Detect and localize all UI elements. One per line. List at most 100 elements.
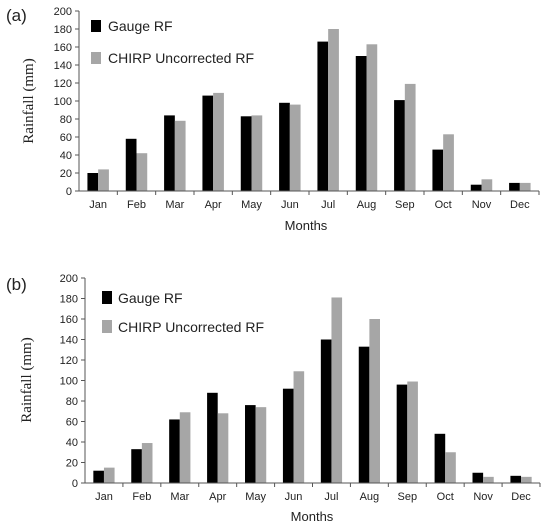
x-tick-label: Jan bbox=[95, 491, 113, 503]
bar-chirp-feb bbox=[141, 443, 153, 483]
legend-swatch-chirp bbox=[102, 320, 112, 333]
bar-chirp-nov bbox=[481, 179, 493, 191]
x-tick-label: Aug bbox=[357, 199, 377, 211]
y-tick-label: 60 bbox=[66, 417, 78, 429]
bar-chirp-apr bbox=[213, 92, 224, 191]
bar-chirp-dec bbox=[519, 182, 531, 191]
bar-gauge-dec bbox=[510, 475, 522, 483]
x-tick-label: Jun bbox=[285, 491, 303, 503]
bar-gauge-feb bbox=[125, 138, 137, 191]
y-tick-label: 20 bbox=[66, 458, 78, 470]
bars bbox=[93, 297, 532, 483]
bar-chirp-jun bbox=[289, 104, 301, 191]
bar-gauge-oct bbox=[432, 149, 444, 191]
bar-gauge-sep bbox=[394, 100, 405, 191]
x-tick-label: May bbox=[245, 491, 266, 503]
axis-lines bbox=[78, 11, 539, 192]
y-tick-label: 140 bbox=[54, 60, 72, 72]
legend-swatch-gauge bbox=[102, 291, 112, 304]
bar-chirp-jul bbox=[331, 297, 343, 483]
x-tick-label: Jul bbox=[321, 199, 335, 211]
bar-chirp-dec bbox=[521, 476, 532, 483]
y-axis-title: Rainfall (mm) bbox=[19, 337, 35, 422]
x-tick-label: Nov bbox=[473, 491, 493, 503]
x-tick-label: Sep bbox=[395, 199, 415, 211]
chart-panel-b: (b) Rainfall (mm) Months 0 20 40 60 80 100 120… bbox=[6, 273, 541, 524]
y-tick-label: 40 bbox=[66, 437, 78, 449]
bar-gauge-may bbox=[245, 405, 256, 483]
y-tick-label: 100 bbox=[54, 96, 72, 108]
legend-label-chirp: CHIRP Uncorrected RF bbox=[118, 319, 264, 335]
bar-chirp-may bbox=[255, 407, 267, 483]
x-tick-label: May bbox=[241, 199, 262, 211]
y-tick-label: 100 bbox=[60, 376, 78, 388]
y-tick-label: 160 bbox=[54, 42, 72, 54]
bar-chirp-feb bbox=[136, 153, 148, 191]
bar-chirp-jan bbox=[103, 467, 115, 483]
x-tick-label: Oct bbox=[437, 491, 454, 503]
bar-chirp-oct bbox=[443, 134, 454, 191]
x-tick-label: Mar bbox=[165, 199, 184, 211]
legend: Gauge RF CHIRP Uncorrected RF bbox=[102, 290, 264, 335]
panel-label: (a) bbox=[6, 6, 27, 25]
bar-chirp-oct bbox=[445, 452, 456, 483]
bar-gauge-feb bbox=[131, 449, 142, 483]
x-axis-title: Months bbox=[291, 509, 334, 524]
y-tick-label: 0 bbox=[66, 186, 72, 198]
x-tick-label: Sep bbox=[398, 491, 418, 503]
bar-gauge-apr bbox=[202, 95, 214, 191]
y-tick-label: 140 bbox=[60, 335, 78, 347]
y-tick-label: 200 bbox=[54, 6, 72, 18]
x-tick-label: Apr bbox=[205, 199, 222, 211]
bar-gauge-jan bbox=[87, 173, 99, 191]
x-tick-label: Dec bbox=[510, 199, 530, 211]
x-tick-label: Aug bbox=[360, 491, 380, 503]
chart-panel-a: (a) Rainfall (mm) Months 0 20 40 60 80 100 120… bbox=[6, 6, 540, 233]
bar-gauge-may bbox=[240, 116, 252, 191]
x-tick-label: Mar bbox=[170, 491, 189, 503]
x-tick-label: Dec bbox=[511, 491, 531, 503]
x-tick-label: Apr bbox=[209, 491, 226, 503]
x-axis-ticks: Jan Feb Mar Apr May Jun Jul Aug Sep Oct Nov Dec bbox=[95, 483, 541, 503]
bar-gauge-nov bbox=[470, 184, 482, 191]
y-tick-label: 200 bbox=[60, 273, 78, 285]
y-tick-label: 180 bbox=[54, 24, 72, 36]
bar-gauge-aug bbox=[355, 56, 367, 191]
x-tick-label: Feb bbox=[132, 491, 151, 503]
x-tick-label: Jan bbox=[89, 199, 107, 211]
y-tick-label: 60 bbox=[60, 132, 72, 144]
y-tick-label: 80 bbox=[60, 114, 72, 126]
y-tick-label: 120 bbox=[60, 355, 78, 367]
bar-chirp-may bbox=[251, 115, 263, 191]
y-tick-label: 20 bbox=[60, 168, 72, 180]
bar-chirp-mar bbox=[174, 120, 186, 191]
x-tick-label: Jun bbox=[281, 199, 299, 211]
bar-gauge-jul bbox=[317, 41, 329, 191]
panel-label: (b) bbox=[6, 275, 27, 294]
y-tick-label: 40 bbox=[60, 150, 72, 162]
bar-chirp-nov bbox=[483, 476, 494, 483]
bar-chirp-jun bbox=[293, 371, 305, 483]
y-tick-label: 180 bbox=[60, 294, 78, 306]
legend-swatch-chirp bbox=[91, 52, 101, 64]
legend: Gauge RF CHIRP Uncorrected RF bbox=[91, 18, 254, 66]
bar-gauge-aug bbox=[358, 346, 370, 483]
legend-label-gauge: Gauge RF bbox=[118, 290, 183, 306]
bar-chirp-apr bbox=[217, 413, 229, 483]
bar-chirp-sep bbox=[407, 381, 418, 483]
legend-label-gauge: Gauge RF bbox=[108, 18, 173, 34]
bar-gauge-jun bbox=[282, 388, 294, 483]
y-tick-label: 160 bbox=[60, 314, 78, 326]
bar-chirp-jul bbox=[328, 29, 339, 191]
legend-label-chirp: CHIRP Uncorrected RF bbox=[108, 50, 254, 66]
x-tick-label: Nov bbox=[472, 199, 492, 211]
bar-chirp-aug bbox=[366, 44, 378, 191]
bar-chirp-mar bbox=[179, 412, 191, 483]
y-tick-label: 120 bbox=[54, 78, 72, 90]
x-tick-label: Feb bbox=[127, 199, 146, 211]
bar-chirp-sep bbox=[404, 83, 416, 191]
bar-gauge-dec bbox=[509, 182, 520, 191]
bar-gauge-sep bbox=[396, 384, 408, 483]
bar-gauge-oct bbox=[434, 433, 446, 483]
